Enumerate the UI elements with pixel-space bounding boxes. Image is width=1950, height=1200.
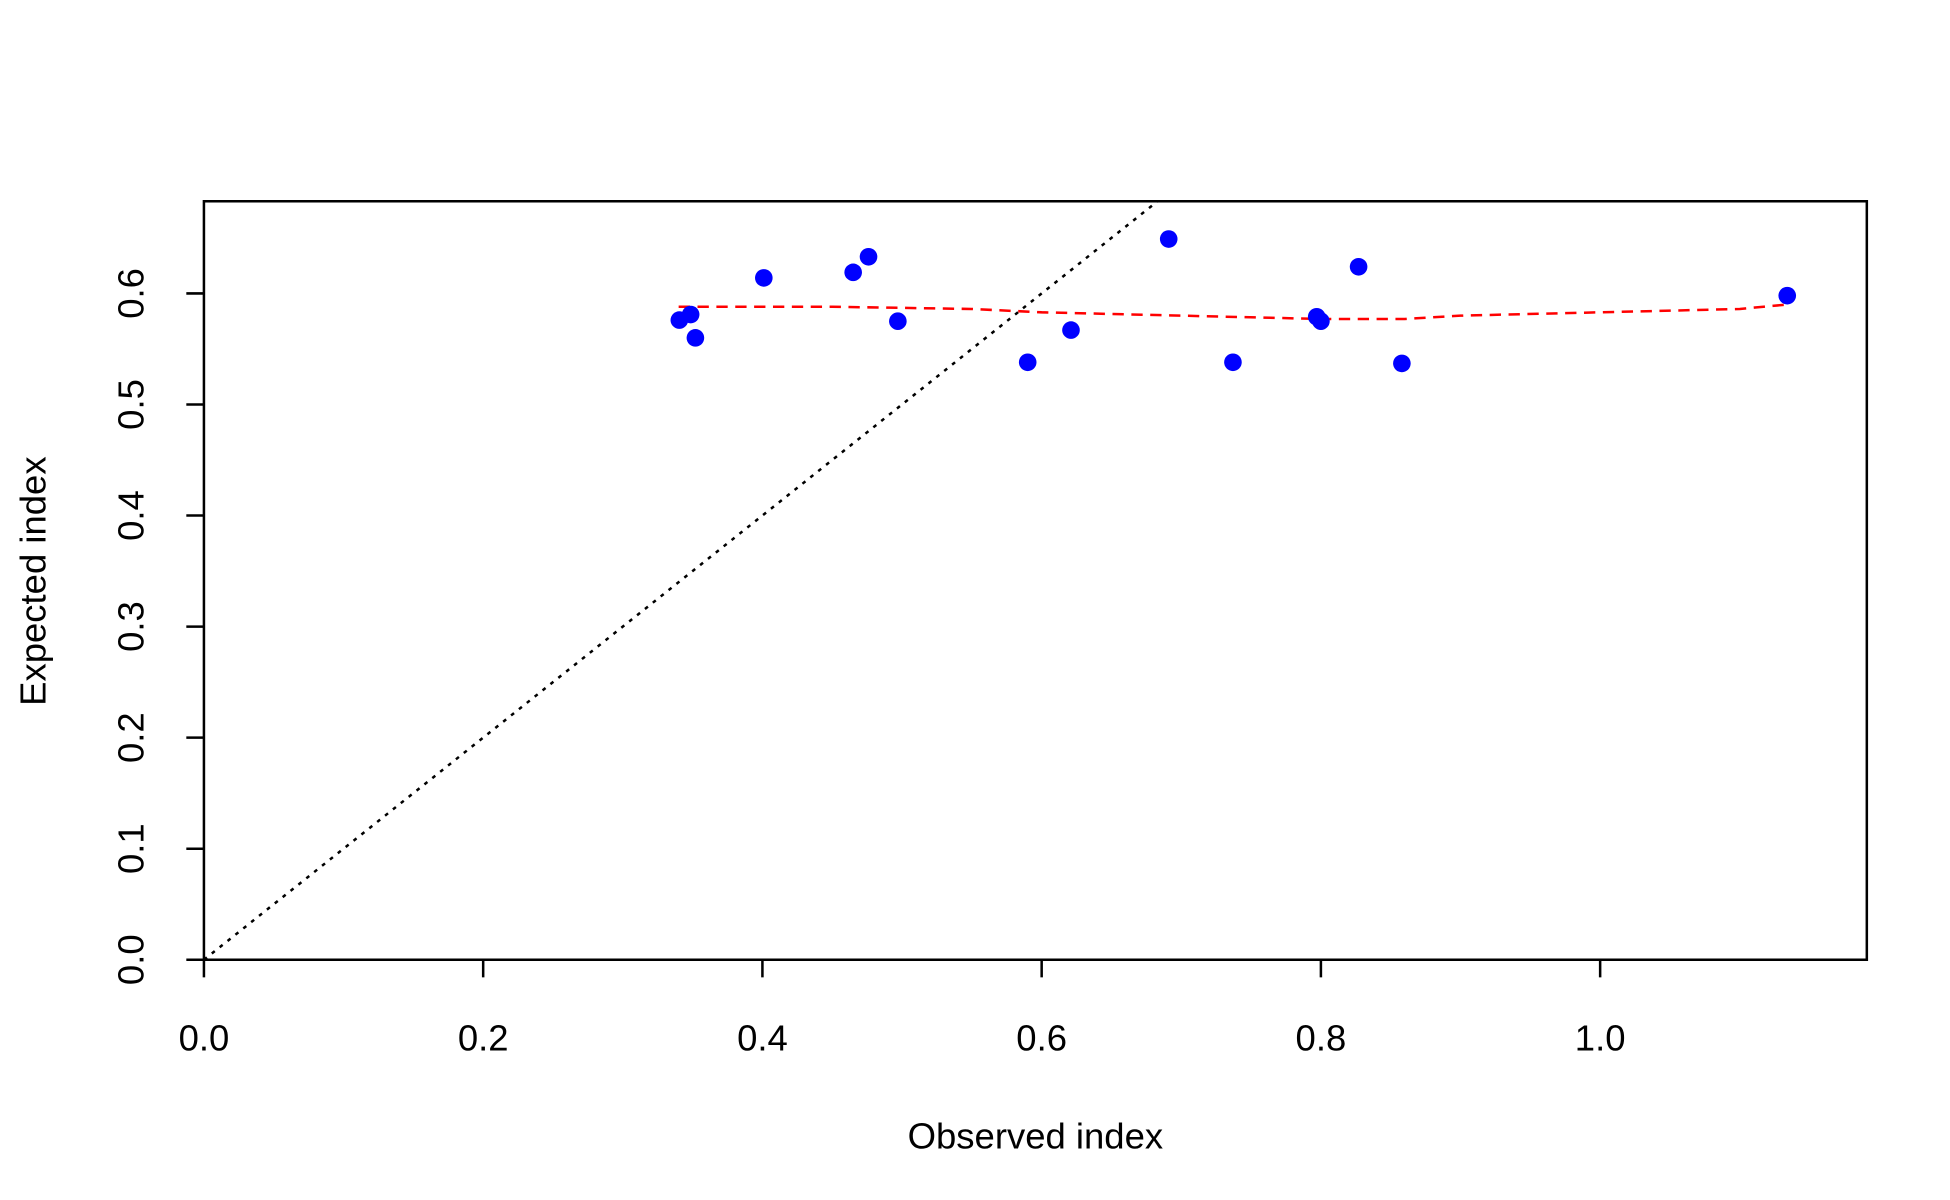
- point: [859, 247, 878, 266]
- x-tick-label: 0.6: [1016, 1017, 1067, 1058]
- point: [1062, 321, 1080, 339]
- point: [686, 329, 705, 347]
- x-tick-label: 1.0: [1575, 1017, 1626, 1058]
- point: [844, 263, 862, 282]
- plot-frame: [202, 200, 1869, 962]
- y-tick-label: 0.2: [111, 712, 152, 763]
- point: [1159, 230, 1178, 248]
- point: [1393, 354, 1411, 373]
- y-tick-label: 0.5: [111, 379, 152, 430]
- point: [681, 305, 700, 324]
- point: [1349, 257, 1368, 276]
- reference-line: [203, 201, 1159, 960]
- point: [755, 269, 773, 287]
- y-tick-label: 0.3: [111, 601, 152, 652]
- y-tick-label: 0.4: [111, 490, 152, 541]
- x-tick-label: 0.2: [458, 1017, 509, 1058]
- point: [1778, 286, 1797, 305]
- y-tick-label: 0.0: [111, 934, 152, 985]
- x-tick-label: 0.4: [737, 1017, 788, 1058]
- x-tick-label: 0.8: [1296, 1017, 1347, 1058]
- smooth-line: [678, 303, 1788, 321]
- x-tick-label: 0.0: [179, 1017, 230, 1058]
- y-tick-label: 0.1: [111, 823, 152, 874]
- y-tick-label: 0.6: [111, 268, 152, 319]
- point: [1224, 353, 1242, 372]
- x-axis-label: Observed index: [908, 1115, 1163, 1156]
- point: [889, 312, 907, 330]
- point: [1312, 312, 1330, 330]
- point: [1018, 353, 1037, 372]
- y-axis-label: Expected index: [12, 456, 53, 705]
